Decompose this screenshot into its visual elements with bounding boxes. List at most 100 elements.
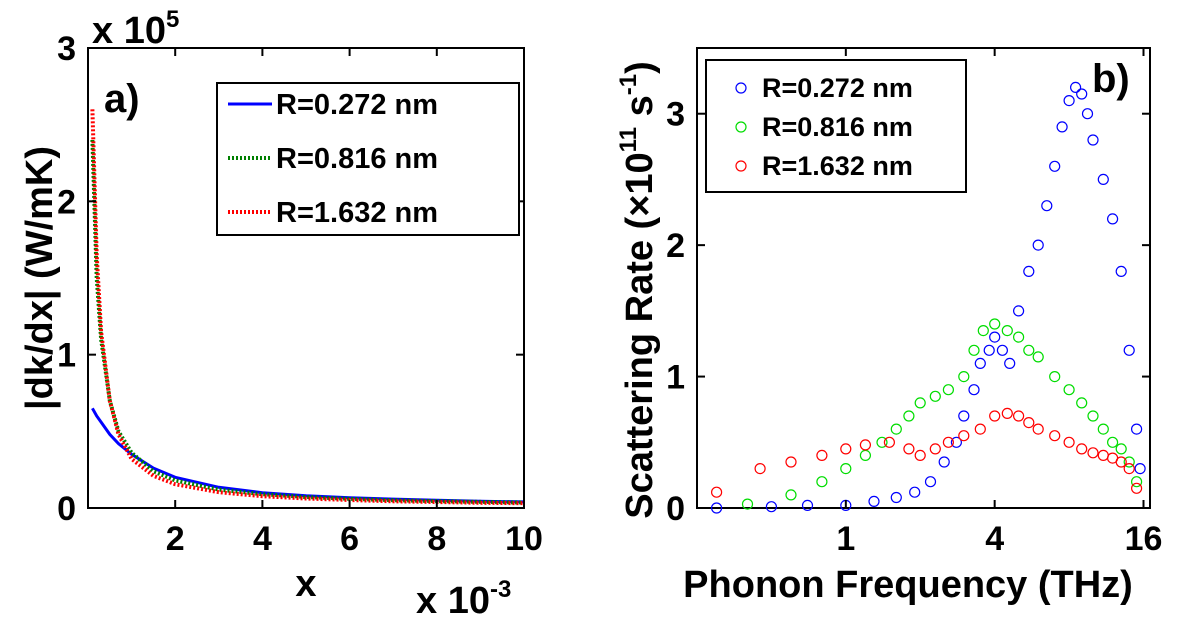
data-point-b-1	[1049, 371, 1061, 383]
data-point-b-1	[914, 397, 926, 409]
y-tick-label-b: 1	[666, 359, 685, 397]
data-point-b-2	[710, 486, 723, 498]
x-tick-label-a: 2	[166, 520, 185, 558]
data-point-b-2	[1130, 482, 1143, 494]
legend-label-b-2: R=1.632 nm	[762, 151, 913, 181]
data-point-b-2	[1032, 423, 1044, 435]
data-point-b-0	[938, 456, 950, 468]
data-point-b-1	[1076, 397, 1088, 409]
y-tick-label-a: 0	[57, 490, 76, 528]
y-ticks-a: 0 1 2 3	[57, 30, 524, 528]
data-point-b-2	[1023, 417, 1035, 429]
data-point-b-1	[876, 436, 888, 448]
panel-b: 1 4 16 0 1 2 3 b) Phonon Frequency (THz) Scat…	[615, 47, 1162, 606]
data-point-b-2	[942, 436, 955, 448]
y-tick-label-b: 3	[666, 96, 685, 134]
data-point-b-2	[1076, 443, 1088, 455]
data-point-b-0	[1032, 239, 1044, 251]
data-point-b-0	[1115, 265, 1127, 277]
data-point-b-0	[1004, 357, 1016, 369]
x-axis-label-a: x	[295, 563, 316, 605]
series-line-a-2	[90, 109, 525, 506]
data-point-b-0	[1063, 94, 1075, 107]
legend-a: R=0.272 nm R=0.816 nm R=1.632 nm	[216, 82, 520, 236]
y-multiplier-a: x 105	[92, 6, 179, 52]
data-point-b-0	[1081, 108, 1094, 120]
panel-a: 2 4 6 8 10 0 1 2 3 a) x 105 x 10-3 x |dk/dx| (W…	[19, 6, 543, 619]
data-point-b-1	[968, 344, 980, 356]
data-point-b-0	[1087, 134, 1099, 146]
data-point-b-1	[989, 318, 1001, 330]
x-tick-label-a: 8	[427, 520, 446, 558]
data-point-b-2	[785, 456, 797, 468]
data-point-b-1	[741, 498, 754, 510]
data-point-b-1	[958, 371, 970, 383]
panel-label-a: a)	[104, 77, 140, 121]
data-point-b-1	[903, 410, 915, 422]
data-point-b-0	[1041, 200, 1053, 212]
data-point-b-0	[1023, 265, 1035, 277]
data-point-b-2	[1001, 407, 1013, 419]
x-tick-label-b: 4	[985, 520, 1004, 558]
series-line-a-1	[90, 139, 525, 505]
data-point-b-1	[1106, 436, 1119, 448]
data-point-b-2	[859, 439, 872, 451]
data-point-b-0	[983, 344, 995, 356]
legend-box-b	[705, 59, 967, 193]
x-tick-label-a: 10	[505, 520, 543, 558]
legend-label-a-0: R=0.272 nm	[276, 89, 438, 121]
data-point-b-0	[1012, 305, 1025, 317]
data-point-b-1	[1001, 325, 1013, 337]
data-point-b-0	[968, 384, 980, 396]
x-tick-label-a: 6	[340, 520, 359, 558]
y-tick-label-b: 0	[666, 490, 685, 528]
data-point-b-2	[754, 463, 766, 475]
data-point-b-0	[989, 331, 1001, 343]
data-point-b-1	[890, 423, 902, 435]
data-point-b-2	[883, 436, 896, 448]
data-point-b-0	[958, 410, 970, 422]
data-point-b-0	[1076, 88, 1088, 100]
series-line-a-0	[91, 407, 525, 504]
legend-label-a-1: R=0.816 nm	[276, 143, 438, 175]
y-axis-label-a: |dk/dx| (W/mK)	[19, 146, 61, 410]
data-point-b-0	[1130, 423, 1143, 435]
y-tick-label-b: 2	[666, 227, 685, 265]
data-point-b-1	[942, 384, 955, 396]
data-point-b-0	[1069, 81, 1082, 94]
data-point-b-1	[1087, 410, 1099, 422]
data-point-b-2	[1049, 430, 1061, 442]
legend-marker-b-2	[735, 160, 747, 172]
data-point-b-2	[914, 449, 926, 461]
data-point-b-2	[974, 423, 986, 435]
y-tick-label-a: 3	[57, 30, 76, 68]
data-point-b-1	[1115, 443, 1127, 455]
data-point-b-0	[950, 436, 963, 448]
data-point-b-1	[977, 325, 989, 337]
data-point-b-0	[1049, 160, 1061, 172]
series-b-2	[710, 407, 1143, 498]
data-point-b-0	[868, 495, 880, 507]
data-point-b-1	[816, 476, 828, 488]
legend-label-b-0: R=0.272 nm	[762, 73, 913, 103]
legend-box-a	[216, 82, 520, 236]
data-point-b-1	[1032, 351, 1044, 363]
legend-marker-b-0	[735, 82, 747, 94]
legend-label-a-2: R=1.632 nm	[276, 197, 438, 229]
data-point-b-0	[924, 476, 937, 488]
legend-label-b-1: R=0.816 nm	[762, 112, 913, 142]
data-point-b-1	[929, 390, 941, 402]
y-ticks-b: 0 1 2 3	[666, 96, 1150, 528]
data-point-b-1	[840, 463, 852, 475]
legend-marker-b-1	[735, 121, 747, 133]
data-point-b-0	[1097, 173, 1109, 185]
data-point-b-1	[1012, 331, 1025, 343]
data-point-b-2	[816, 449, 828, 461]
series-lines-a	[90, 109, 525, 506]
data-point-b-0	[1134, 463, 1146, 475]
data-point-b-0	[765, 501, 778, 513]
x-ticks-b: 1 4 16	[836, 48, 1162, 558]
y-tick-label-a: 1	[57, 337, 76, 375]
data-point-b-1	[1023, 344, 1035, 356]
data-point-b-2	[1115, 456, 1127, 468]
